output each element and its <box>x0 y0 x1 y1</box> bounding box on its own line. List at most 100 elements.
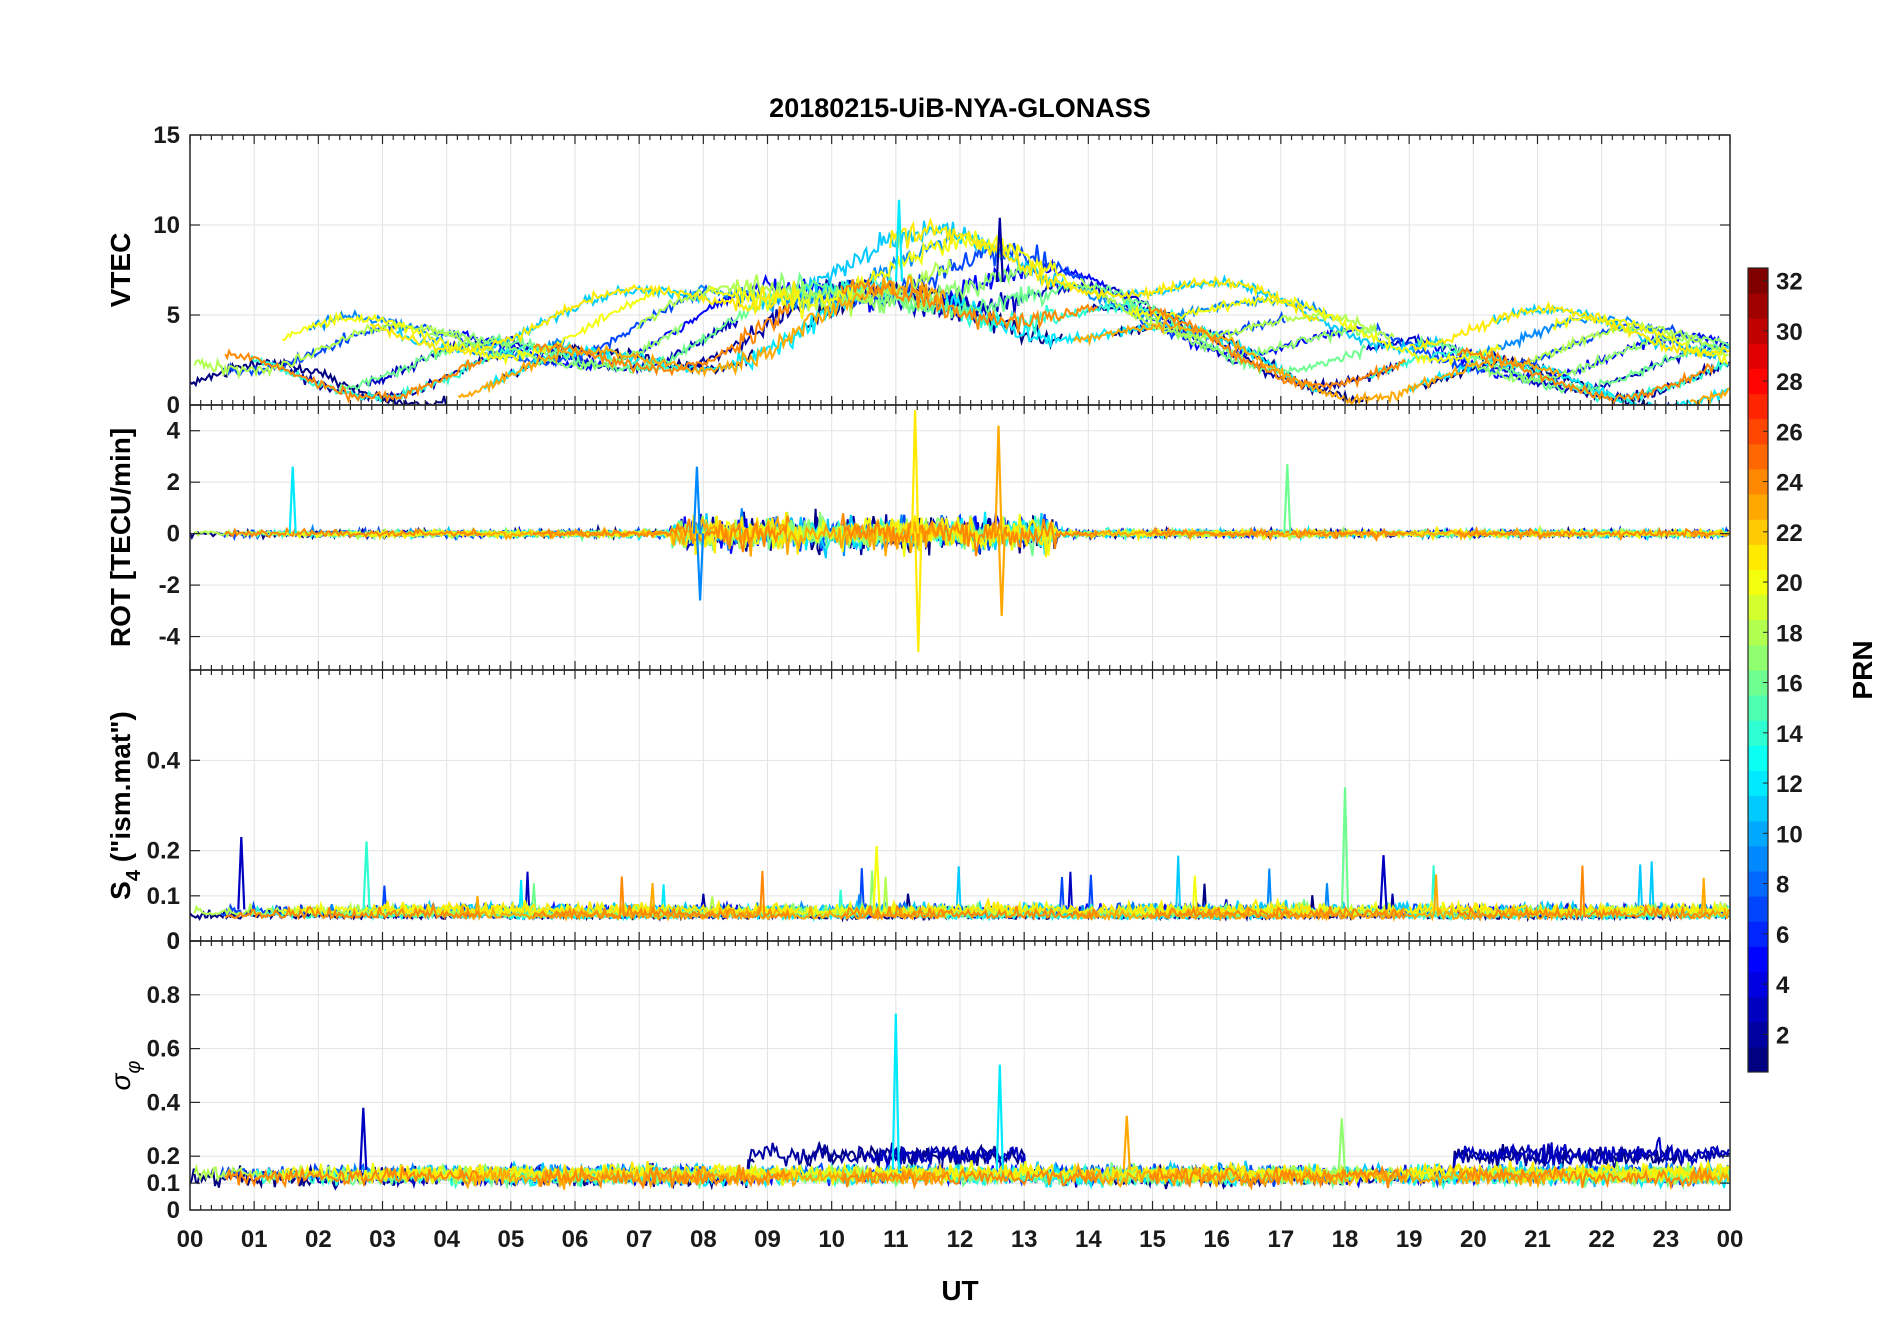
colorbar-swatch <box>1748 1021 1768 1048</box>
ticks-sigma_phi: 00.10.2 0.4 0.6 0.8 <box>147 941 1731 1224</box>
y-tick-label: 0 <box>167 1197 180 1224</box>
y-label-subscript: φ <box>123 1061 145 1074</box>
y-tick-label: 0 <box>167 521 180 548</box>
spike-rot-4 <box>288 466 297 534</box>
colorbar-swatch <box>1748 996 1768 1023</box>
series-line-prn-21 <box>369 280 801 358</box>
x-tick-label: 19 <box>1396 1226 1423 1253</box>
series-line-prn-20 <box>1552 314 1729 365</box>
series-line-prn-20 <box>1128 295 1502 366</box>
series-line-prn-23 <box>1689 387 1730 405</box>
colorbar-swatch <box>1748 268 1768 294</box>
colorbar-swatch <box>1748 695 1768 721</box>
colorbar-tick-label: 6 <box>1776 922 1789 949</box>
series-line-prn-24 <box>532 1164 790 1190</box>
colorbar-tick-label: 14 <box>1776 721 1803 748</box>
y-tick-label: 0.2 <box>147 838 180 865</box>
colorbar-swatch <box>1748 871 1768 897</box>
series-s4 <box>190 787 1730 923</box>
series-line-prn-18 <box>636 259 952 330</box>
y-label-main: S <box>105 881 136 900</box>
colorbar-swatch <box>1748 469 1768 495</box>
colorbar-tick-label: 20 <box>1776 570 1803 597</box>
spike-s4-0 <box>1340 787 1350 910</box>
y-label-main: σ <box>105 1072 136 1090</box>
series-line-prn-24 <box>1148 305 1407 391</box>
series-line-prn-24 <box>532 515 791 553</box>
x-tick-label: 11 <box>883 1226 908 1253</box>
spike-s4-3 <box>872 846 881 910</box>
spike-vtec-0 <box>894 199 904 282</box>
series-line-prn-24 <box>224 901 482 921</box>
x-tick-label: 10 <box>818 1226 845 1253</box>
spike-rot-6 <box>696 533 705 601</box>
colorbar-tick-label: 4 <box>1776 972 1790 999</box>
series-line-prn-24 <box>224 526 482 539</box>
x-tick-label: 07 <box>626 1226 653 1253</box>
colorbar-swatch <box>1748 544 1768 570</box>
colorbar-swatch <box>1748 745 1768 771</box>
colorbar-tick-label: 32 <box>1776 269 1803 296</box>
x-axis-label: UT <box>941 1275 978 1306</box>
spike-rot-0 <box>911 410 920 534</box>
y-axis-label-vtec: VTEC <box>105 233 136 308</box>
series-line-prn-23 <box>457 514 946 557</box>
series-vtec <box>190 199 1730 405</box>
spike-vtec-1 <box>995 217 1004 283</box>
y-tick-label: 2 <box>167 469 180 496</box>
colorbar-swatch <box>1748 795 1768 822</box>
y-label-suffix: ("ism.mat") <box>105 711 136 870</box>
series-line-prn-24 <box>224 348 483 404</box>
series-line-prn-21 <box>889 217 1320 323</box>
colorbar-swatch <box>1748 644 1768 671</box>
series-line-prn-24 <box>1456 346 1715 405</box>
colorbar-swatch <box>1748 845 1768 872</box>
colorbar-swatch <box>1748 343 1768 369</box>
panel-s4: 000.10.20.4S4 ("ism.mat") <box>105 669 1731 955</box>
y-tick-label: 0.2 <box>147 1143 180 1170</box>
series-line-prn-17 <box>427 322 684 372</box>
series-line-prn-16 <box>877 282 1367 376</box>
spike-rot-5 <box>692 466 701 534</box>
x-tick-label: 21 <box>1524 1226 1551 1253</box>
colorbar-swatch <box>1748 494 1768 520</box>
x-tick-label: 02 <box>305 1226 332 1253</box>
series-rot <box>190 410 1730 653</box>
colorbar-tick-label: 2 <box>1776 1022 1789 1049</box>
x-tick-label: 06 <box>562 1226 589 1253</box>
spike-rot-3 <box>997 533 1006 617</box>
y-axis-label-sigma_phi: σφ <box>105 1061 145 1091</box>
y-label-main: ROT [TECU/min] <box>105 428 136 647</box>
y-tick-label: 0.6 <box>147 1036 180 1063</box>
colorbar-tick-label: 16 <box>1776 671 1803 698</box>
colorbar-swatch <box>1748 670 1768 696</box>
colorbar-swatch <box>1748 971 1768 998</box>
series-line-prn-24 <box>1148 526 1406 542</box>
spike-sigma_phi-0 <box>891 1013 900 1170</box>
panel-rot: -4 -2 0 2 4 ROT [TECU/min] <box>105 404 1731 671</box>
x-tick-label: 05 <box>497 1226 524 1253</box>
series-line-prn-24 <box>224 1166 482 1189</box>
colorbar-swatch <box>1748 293 1768 319</box>
series-line-prn-21 <box>1409 1158 1730 1185</box>
colorbar-tick-label: 22 <box>1776 520 1803 547</box>
colorbar-tick-label: 30 <box>1776 319 1803 346</box>
colorbar-swatch <box>1748 921 1768 947</box>
colorbar-frame <box>1747 267 1769 1073</box>
spike-sigma_phi-2 <box>359 1107 368 1170</box>
series-line-prn-20 <box>705 230 1079 320</box>
y-axis-label-s4: S4 ("ism.mat") <box>105 711 145 900</box>
spike-sigma_phi-3 <box>1122 1115 1131 1170</box>
x-tick-label: 12 <box>947 1226 974 1253</box>
x-tick-label: 04 <box>433 1226 460 1253</box>
panel-vtec: 0 5 10 15 VTEC <box>105 122 1731 419</box>
grid-vtec <box>190 134 1730 406</box>
series-line-prn-24 <box>840 513 1099 557</box>
y-tick-label: 0.1 <box>147 1170 180 1197</box>
colorbar-swatch <box>1748 519 1768 545</box>
series-line-prn-24 <box>1148 904 1407 922</box>
colorbar-swatch <box>1748 619 1768 646</box>
colorbar-label: PRN <box>1847 640 1878 699</box>
x-tick-label: 00 <box>1717 1226 1744 1253</box>
